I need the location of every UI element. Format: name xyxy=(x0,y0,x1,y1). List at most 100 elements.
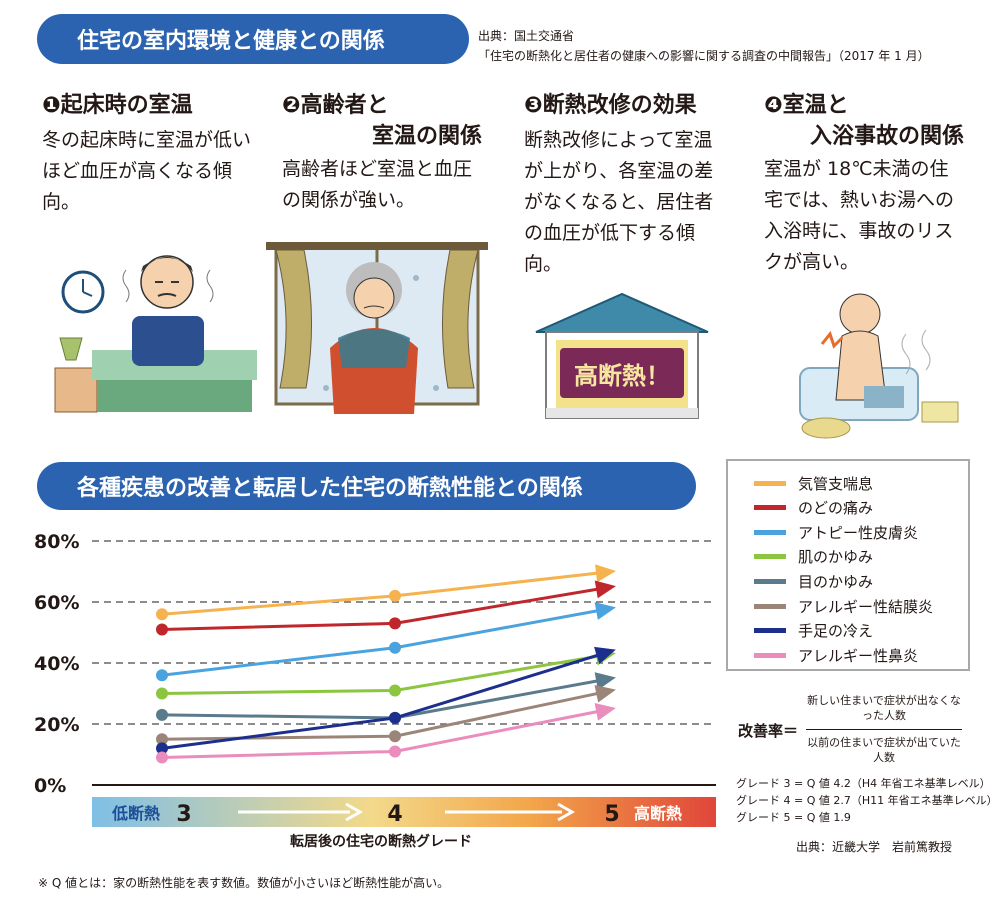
series xyxy=(156,580,616,636)
legend-item: アレルギー性結膜炎 xyxy=(754,594,933,618)
page-title: 住宅の室内環境と健康との関係 xyxy=(37,14,469,64)
legend-label: 目のかゆみ xyxy=(798,572,874,591)
data-point xyxy=(389,617,401,630)
legend-label: アトピー性皮膚炎 xyxy=(798,523,919,542)
legend-swatch xyxy=(754,480,786,486)
section-title: ❸断熱改修の効果 xyxy=(524,93,697,118)
legend-item: 手足の冷え xyxy=(754,619,873,643)
data-point-arrowhead xyxy=(594,703,616,721)
source-line-1: 出典：国土交通省 xyxy=(478,29,575,43)
data-point-arrowhead xyxy=(594,684,616,703)
data-point xyxy=(156,733,168,746)
section-title: ❶起床時の室温 xyxy=(42,93,193,118)
bath-illustration xyxy=(799,293,959,439)
section-insulation-effect: ❸断熱改修の効果 断熱改修によって室温が上がり、各室温の差がなくなると、居住者の… xyxy=(524,90,724,280)
y-tick-label: 80% xyxy=(34,531,79,553)
legend-item: アレルギー性鼻炎 xyxy=(754,643,918,667)
low-insulation-label: 低断熱 xyxy=(111,804,160,823)
section-elderly-temperature: ❷高齢者と 室温の関係 高齢者ほど室温と血圧の関係が強い。 xyxy=(282,90,482,216)
source-line-2: 「住宅の断熱化と居住者の健康への影響に関する調査の中間報告」（2017 年 1 … xyxy=(478,49,930,63)
y-tick-label: 0% xyxy=(34,775,66,797)
section-bath-accident: ❹室温と 入浴事故の関係 室温が 18℃未満の住宅では、熱いお湯への入浴時に、事故… xyxy=(764,90,964,278)
data-point xyxy=(389,641,401,654)
data-point-arrowhead xyxy=(594,672,616,690)
elderly-woman-illustration xyxy=(266,242,488,414)
legend-swatch xyxy=(754,505,786,511)
series-line xyxy=(161,676,613,720)
data-point-arrowhead xyxy=(594,580,616,599)
section-title: ❷高齢者と 室温の関係 xyxy=(282,93,482,149)
y-tick-label: 40% xyxy=(34,653,79,675)
high-insulation-label: 高断熱 xyxy=(634,804,682,823)
data-point xyxy=(389,711,401,724)
formula-denominator: 以前の住まいで症状が出ていた人数 xyxy=(807,736,961,764)
section-body: 冬の起床時に室温が低いほど血圧が高くなる傾向。 xyxy=(42,129,252,213)
data-point xyxy=(156,623,168,636)
data-point xyxy=(389,684,401,697)
series xyxy=(156,703,616,764)
series xyxy=(156,672,616,724)
grade-note: グレード 5 = Q 値 1.9 xyxy=(736,811,851,824)
legend-item: のどの痛み xyxy=(754,496,873,520)
data-point xyxy=(156,669,168,682)
legend-swatch xyxy=(754,578,786,584)
section-body: 断熱改修によって室温が上がり、各室温の差がなくなると、居住者の血圧が低下する傾向… xyxy=(524,129,714,275)
formula-divider xyxy=(806,729,962,730)
improvement-line-chart: 低断熱 高断熱 3 4 5 0% 20% 40% 60% 80% xyxy=(34,531,716,827)
legend-label: アレルギー性鼻炎 xyxy=(798,646,919,665)
legend-swatch xyxy=(754,529,786,535)
x-tick-label: 5 xyxy=(604,802,619,827)
y-tick-label: 20% xyxy=(34,714,79,736)
data-point xyxy=(156,751,168,764)
legend-label: 気管支喘息 xyxy=(798,474,874,493)
chart-source: 出典：近畿大学 岩前篤教授 xyxy=(796,840,953,854)
data-point xyxy=(389,745,401,758)
x-axis-title: 転居後の住宅の断熱グレード xyxy=(290,834,472,850)
lamp-icon xyxy=(59,337,83,361)
x-tick-label: 3 xyxy=(176,802,191,827)
man-in-bed-illustration xyxy=(54,255,257,413)
section-body: 高齢者ほど室温と血圧の関係が強い。 xyxy=(282,158,473,211)
data-point xyxy=(389,589,401,602)
series xyxy=(156,564,616,621)
house-sign-text: 高断熱！ xyxy=(574,362,670,390)
legend-swatch xyxy=(754,628,786,634)
data-point-arrowhead xyxy=(594,646,616,665)
series-line xyxy=(161,570,613,616)
legend-label: 手足の冷え xyxy=(798,622,874,641)
legend-item: 目のかゆみ xyxy=(754,569,873,593)
series xyxy=(156,602,616,682)
grade-notes: グレード 3 = Q 値 4.2（H4 年省エネ基準レベル） グレード 4 = … xyxy=(736,775,998,826)
legend-item: 肌のかゆみ xyxy=(754,545,873,569)
house-illustration: 高断熱！ xyxy=(535,292,709,419)
legend-swatch xyxy=(754,652,786,658)
insulation-grade-band xyxy=(92,797,716,827)
formula-numerator: 新しい住まいで症状が出なくなった人数 xyxy=(807,694,961,722)
x-tick-label: 4 xyxy=(387,802,402,827)
section-wake-temperature: ❶起床時の室温 冬の起床時に室温が低いほど血圧が高くなる傾向。 xyxy=(42,90,254,218)
data-point-arrowhead xyxy=(594,602,616,620)
data-point xyxy=(389,730,401,743)
series xyxy=(156,646,616,755)
legend-label: アレルギー性結膜炎 xyxy=(798,597,934,616)
legend-swatch xyxy=(754,554,786,560)
grade-note: グレード 4 = Q 値 2.7（H11 年省エネ基準レベル） xyxy=(736,794,998,807)
band-arrowhead xyxy=(345,802,364,822)
section-title: ❹室温と 入浴事故の関係 xyxy=(764,93,964,149)
formula-label: 改善率＝ xyxy=(738,722,799,740)
series-line xyxy=(161,652,613,695)
data-point xyxy=(156,608,168,621)
band-arrowhead xyxy=(557,802,576,822)
y-tick-label: 60% xyxy=(34,592,79,614)
legend-item: 気管支喘息 xyxy=(754,471,873,495)
section-body: 室温が 18℃未満の住宅では、熱いお湯への入浴時に、事故のリスクが高い。 xyxy=(764,158,955,273)
data-point xyxy=(156,687,168,700)
footnote: ※ Q 値とは：家の断熱性能を表す数値。数値が小さいほど断熱性能が高い。 xyxy=(38,876,450,890)
header-source: 出典：国土交通省 「住宅の断熱化と居住者の健康への影響に関する調査の中間報告」（… xyxy=(478,26,930,66)
legend-label: のどの痛み xyxy=(798,499,874,518)
legend-swatch xyxy=(754,603,786,609)
legend-label: 肌のかゆみ xyxy=(798,548,874,567)
data-point xyxy=(156,708,168,721)
series xyxy=(156,647,616,700)
chart-section-title: 各種疾患の改善と転居した住宅の断熱性能との関係 xyxy=(37,462,696,510)
